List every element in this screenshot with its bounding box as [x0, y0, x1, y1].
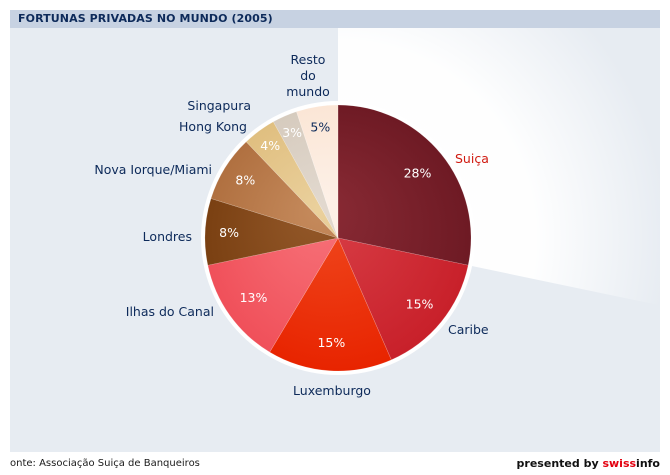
- slice-value-label: 15%: [406, 296, 434, 311]
- slice-category-label: Singapura: [187, 98, 251, 113]
- brand-swiss: swiss: [602, 457, 637, 470]
- slice-category-label: Ilhas do Canal: [126, 304, 214, 319]
- slice-value-label: 8%: [235, 173, 255, 188]
- slice-category-label: Resto do mundo: [286, 52, 330, 99]
- slice-value-label: 15%: [317, 335, 345, 350]
- chart-title: FORTUNAS PRIVADAS NO MUNDO (2005): [18, 12, 273, 25]
- slice-category-label: Suiça: [455, 151, 489, 166]
- slice-category-label: Hong Kong: [179, 119, 247, 134]
- slice-value-label: 13%: [240, 290, 268, 305]
- pie-slice-5: [204, 198, 340, 266]
- pie-slices: [201, 101, 475, 375]
- pie-slice-8: [272, 111, 339, 239]
- chart-title-bar: FORTUNAS PRIVADAS NO MUNDO (2005): [10, 10, 660, 28]
- slice-category-label: Nova Iorque/Miami: [94, 162, 212, 177]
- pie-slice-2: [337, 237, 469, 361]
- slice-value-label: 3%: [282, 125, 302, 140]
- brand-info: info: [636, 457, 660, 470]
- pie-labels: 28% Suiça 15% Caribe 15% Luxemburgo 13% Ilhas d…: [94, 52, 489, 398]
- chart-panel: 28% Suiça 15% Caribe 15% Luxemburgo 13% Ilhas d…: [10, 28, 660, 452]
- slice-category-label: Londres: [143, 229, 192, 244]
- credit-line: presented by swissinfo: [517, 457, 660, 470]
- pie-chart: 28% Suiça 15% Caribe 15% Luxemburgo 13% Ilhas d…: [94, 28, 660, 398]
- slice-value-label: 4%: [260, 138, 280, 153]
- slice-value-label: 8%: [219, 225, 239, 240]
- credit-prefix: presented by: [516, 457, 599, 470]
- slice-category-label: Luxemburgo: [293, 383, 371, 398]
- pie-slice-4: [207, 237, 339, 353]
- pie-slice-7: [245, 121, 339, 239]
- pie-slice-1: [337, 104, 472, 266]
- pie-slice-6: [210, 141, 340, 239]
- pie-slice-3: [269, 237, 392, 372]
- slice-category-label: Caribe: [448, 322, 489, 337]
- slice-value-label: 5%: [310, 120, 330, 135]
- pie-slice-9: [296, 104, 339, 239]
- slice-value-label: 28%: [404, 165, 432, 180]
- source-note: onte: Associação Suiça de Banqueiros: [10, 458, 200, 469]
